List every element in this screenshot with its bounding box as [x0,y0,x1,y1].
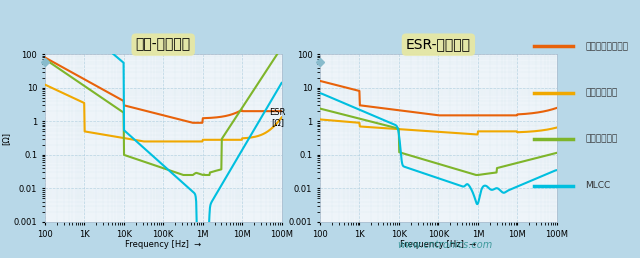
Text: www.cntronics.com: www.cntronics.com [397,240,492,250]
Text: 功能性高分子: 功能性高分子 [586,135,618,144]
Y-axis label: Impedance
[Ω]: Impedance [Ω] [0,115,11,162]
Text: MLCC: MLCC [586,181,611,190]
Text: ESR
[Ω]: ESR [Ω] [269,108,285,128]
Title: ESR-频率特性: ESR-频率特性 [406,38,471,52]
Title: 阻抗-频率特性: 阻抗-频率特性 [136,38,191,52]
Text: 普通铝电解电容器: 普通铝电解电容器 [586,42,628,51]
Text: 钽电解电容器: 钽电解电容器 [586,88,618,97]
X-axis label: Frequency [Hz]  →: Frequency [Hz] → [401,240,476,249]
X-axis label: Frequency [Hz]  →: Frequency [Hz] → [125,240,201,249]
